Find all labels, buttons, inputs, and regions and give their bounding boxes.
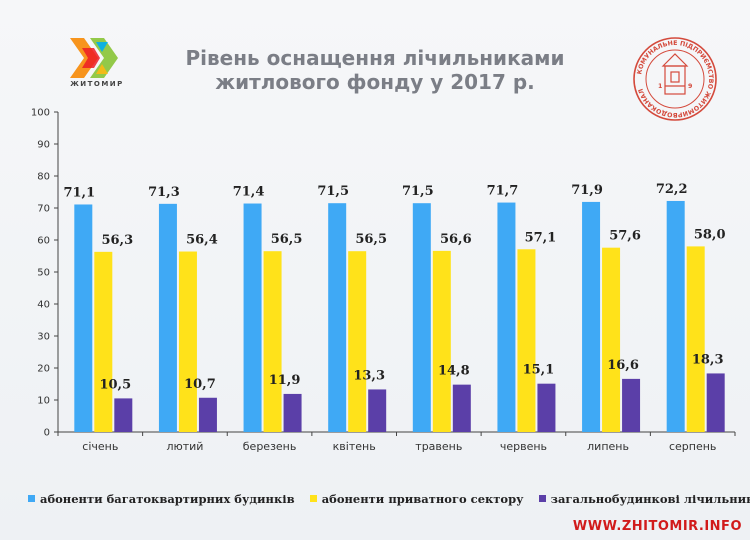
bar-series-3 xyxy=(452,384,471,432)
bar-series-2 xyxy=(348,251,367,432)
y-tick-label: 70 xyxy=(37,204,50,215)
city-logo-icon xyxy=(70,38,118,78)
data-label-series-2: 57,6 xyxy=(609,229,641,244)
data-label-series-3: 16,6 xyxy=(607,358,639,373)
data-label-series-2: 57,1 xyxy=(525,230,557,245)
bar-series-1 xyxy=(328,203,347,432)
bar-series-2 xyxy=(432,250,451,432)
data-label-series-3: 14,8 xyxy=(438,364,470,379)
data-label-series-1: 71,9 xyxy=(571,183,603,198)
data-label-series-2: 56,3 xyxy=(101,233,133,248)
data-label-series-1: 71,4 xyxy=(233,185,265,200)
x-category-label: лютий xyxy=(166,440,203,453)
seal-year-right: 9 xyxy=(688,83,692,90)
chart-data-labels: 71,1 56,3 10,5 71,3 56,4 10,7 71,4 56,5 11,9 71,5… xyxy=(63,182,725,392)
bar-series-3 xyxy=(368,389,387,432)
bar-series-1 xyxy=(243,203,262,432)
bar-series-1 xyxy=(74,204,93,432)
data-label-series-3: 15,1 xyxy=(523,363,555,378)
x-category-label: березень xyxy=(243,440,297,453)
x-category-label: липень xyxy=(587,440,629,453)
y-tick-label: 40 xyxy=(37,300,50,311)
site-watermark: WWW.ZHITOMIR.INFO xyxy=(572,519,742,534)
y-tick-label: 0 xyxy=(44,428,50,439)
bar-series-2 xyxy=(94,251,113,432)
legend-label-series-1: абоненти багатоквартирних будинків xyxy=(40,492,295,506)
bar-series-1 xyxy=(666,200,685,432)
chart-title-line-1: Рівень оснащення лічильниками xyxy=(185,46,565,70)
bar-series-3 xyxy=(198,397,217,432)
city-logo: ЖИТОМИР xyxy=(60,34,130,98)
x-category-label: січень xyxy=(82,440,118,453)
legend-item-series-2: абоненти приватного сектору xyxy=(309,492,524,506)
bar-series-2 xyxy=(517,249,536,432)
bar-series-3 xyxy=(114,398,133,432)
data-label-series-1: 72,2 xyxy=(656,182,688,197)
bar-series-3 xyxy=(283,393,302,432)
legend-swatch-series-2 xyxy=(309,495,317,502)
data-label-series-3: 18,3 xyxy=(692,352,724,367)
seal-year-left: 1 xyxy=(658,83,662,90)
y-tick-label: 10 xyxy=(37,396,50,407)
x-category-label: серпень xyxy=(669,440,716,453)
data-label-series-1: 71,5 xyxy=(402,184,434,199)
bar-series-1 xyxy=(412,203,431,432)
y-tick-label: 90 xyxy=(37,140,50,151)
vodokanal-seal: КОМУНАЛЬНЕ ПІДПРИЄМСТВО ЖИТОМИРВОДОКАНАЛ… xyxy=(633,37,717,121)
y-tick-label: 100 xyxy=(31,108,50,119)
x-category-label: квітень xyxy=(333,440,376,453)
data-label-series-1: 71,5 xyxy=(317,184,349,199)
bar-series-2 xyxy=(686,246,705,432)
y-tick-label: 50 xyxy=(37,268,50,279)
chart-bars xyxy=(74,200,725,432)
legend-label-series-3: загальнобудинкові лічильники xyxy=(550,492,750,506)
bar-series-1 xyxy=(158,203,177,432)
city-logo-wordmark: ЖИТОМИР xyxy=(70,80,124,88)
bar-series-3 xyxy=(622,378,641,432)
x-category-label: травень xyxy=(415,440,462,453)
y-tick-label: 60 xyxy=(37,236,50,247)
data-label-series-3: 13,3 xyxy=(353,368,385,383)
chart-title-line-2: житлового фонду у 2017 р. xyxy=(215,70,535,94)
data-label-series-1: 71,1 xyxy=(63,185,95,200)
legend-swatch-series-3 xyxy=(538,495,546,502)
bar-series-2 xyxy=(263,251,282,432)
legend-item-series-1: абоненти багатоквартирних будинків xyxy=(28,492,295,506)
y-tick-label: 80 xyxy=(37,172,50,183)
chart-legend: абоненти багатоквартирних будинків абоне… xyxy=(28,488,750,506)
bar-series-3 xyxy=(537,383,556,432)
data-label-series-2: 56,6 xyxy=(440,232,472,247)
x-category-label: червень xyxy=(500,440,547,453)
seal-tower-icon xyxy=(661,53,689,95)
bar-series-2 xyxy=(178,251,197,432)
y-tick-label: 20 xyxy=(37,364,50,375)
legend-swatch-series-1 xyxy=(28,495,35,502)
data-label-series-1: 71,3 xyxy=(148,185,180,200)
chart-title: Рівень оснащення лічильниками житлового … xyxy=(150,46,600,94)
legend-label-series-2: абоненти приватного сектору xyxy=(321,492,524,506)
data-label-series-2: 56,5 xyxy=(355,232,387,247)
bar-series-1 xyxy=(582,201,601,432)
data-label-series-2: 56,5 xyxy=(271,232,303,247)
y-tick-label: 30 xyxy=(37,332,50,343)
data-label-series-2: 58,0 xyxy=(694,227,726,242)
legend-item-series-3: загальнобудинкові лічильники xyxy=(538,492,750,506)
data-label-series-2: 56,4 xyxy=(186,233,218,248)
data-label-series-3: 11,9 xyxy=(269,373,301,388)
bar-series-1 xyxy=(497,202,516,432)
data-label-series-3: 10,5 xyxy=(99,377,131,392)
data-label-series-3: 10,7 xyxy=(184,377,216,392)
data-label-series-1: 71,7 xyxy=(487,184,519,199)
bar-series-3 xyxy=(706,373,725,432)
bar-series-2 xyxy=(602,247,621,432)
